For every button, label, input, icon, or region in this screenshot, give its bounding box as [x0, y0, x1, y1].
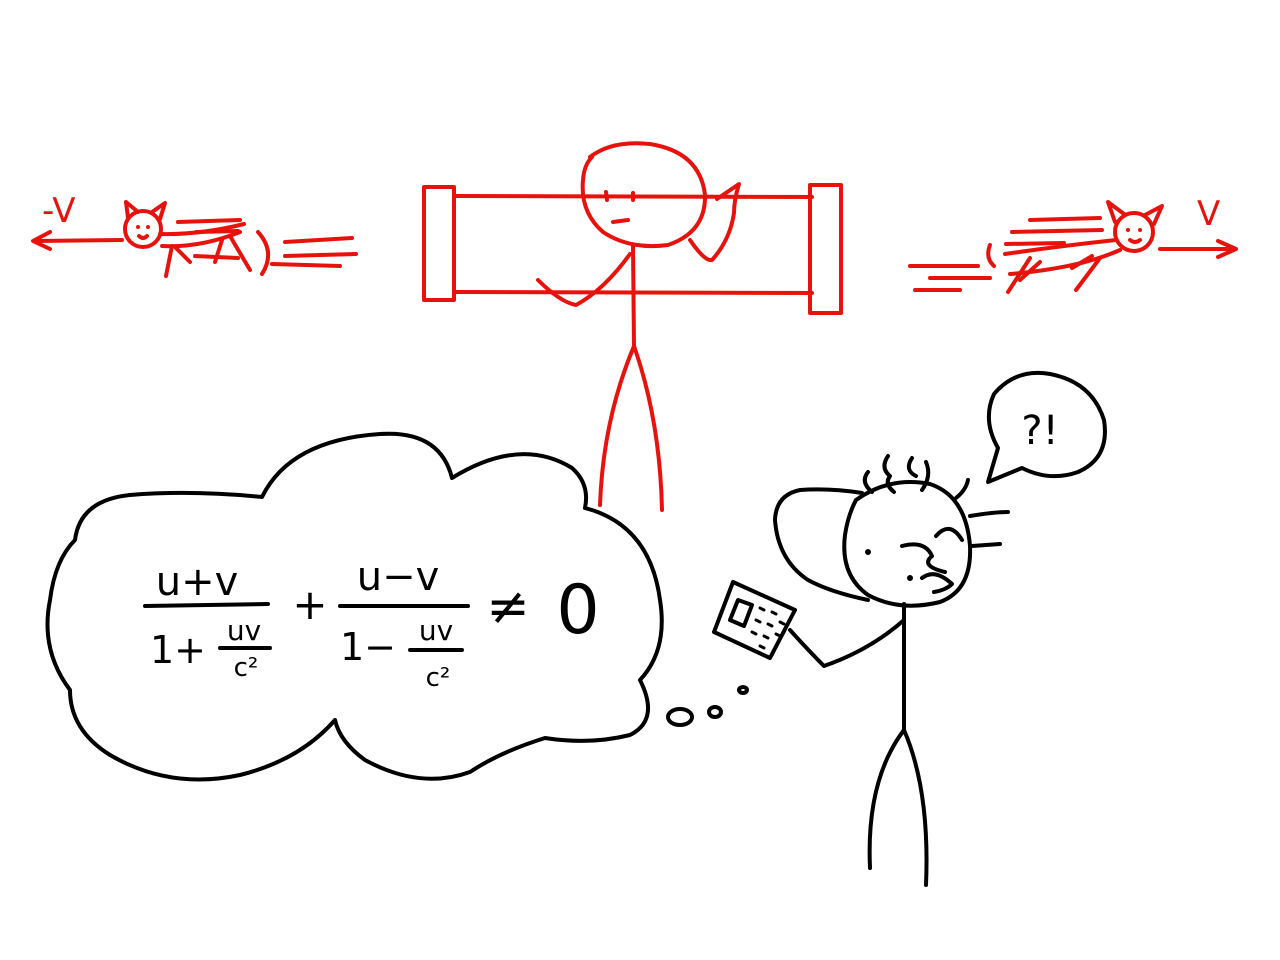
term2-inner-denominator: c²: [426, 663, 451, 693]
right-velocity-label: V: [1197, 194, 1220, 234]
moving-frame-group: [422, 141, 843, 512]
plus-sign: +: [292, 580, 327, 629]
observer-figure: [773, 454, 1010, 887]
term1-fraction-bar: [143, 602, 270, 608]
term2-denominator-lead: 1−: [340, 625, 396, 669]
cat-icon: [908, 200, 1164, 294]
cat-icon: [123, 200, 358, 278]
right-arrow: [1158, 239, 1238, 259]
speech-text: ?!: [1021, 408, 1058, 454]
right-cat-group: V: [908, 194, 1238, 294]
equation: u+v 1+ uv c² + u−v 1− uv c² ≠ 0: [143, 554, 600, 693]
term1-inner-numerator: uv: [227, 614, 261, 647]
thought-bubbles: [666, 685, 749, 727]
thought-cloud: [45, 431, 749, 782]
calculator-icon: [712, 580, 797, 660]
left-arrow: [31, 230, 124, 251]
red-stick-figure: [536, 141, 741, 512]
term1-inner-denominator: c²: [234, 653, 259, 683]
left-cat-group: -V: [31, 191, 358, 278]
term1-numerator: u+v: [156, 559, 239, 605]
not-equal-sign: ≠: [486, 577, 530, 637]
left-velocity-label: -V: [42, 191, 76, 231]
term1-denominator-lead: 1+: [150, 628, 206, 672]
term2-numerator: u−v: [357, 554, 440, 600]
term2-inner-numerator: uv: [419, 614, 453, 647]
rhs-zero: 0: [556, 571, 599, 650]
speech-bubble: ?!: [986, 370, 1107, 484]
